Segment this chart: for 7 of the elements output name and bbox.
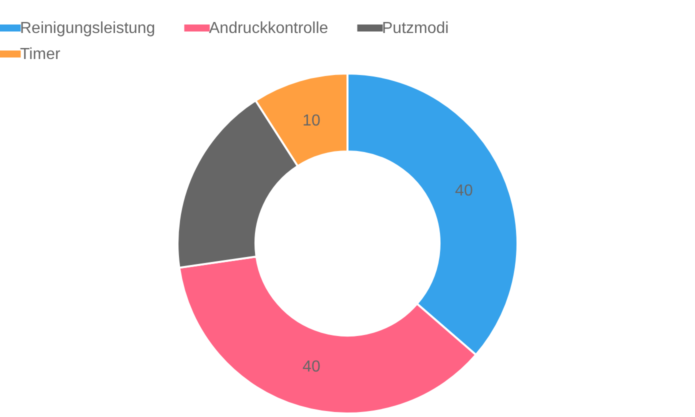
data-label: 10 [302, 112, 320, 130]
data-label: 40 [455, 182, 473, 200]
legend-label: Reinigungsleistung [20, 20, 156, 37]
legend-label: Timer [20, 46, 61, 63]
data-label: 40 [302, 358, 320, 376]
legend-label: Andruckkontrolle [209, 20, 328, 37]
legend-label: Putzmodi [382, 20, 449, 37]
